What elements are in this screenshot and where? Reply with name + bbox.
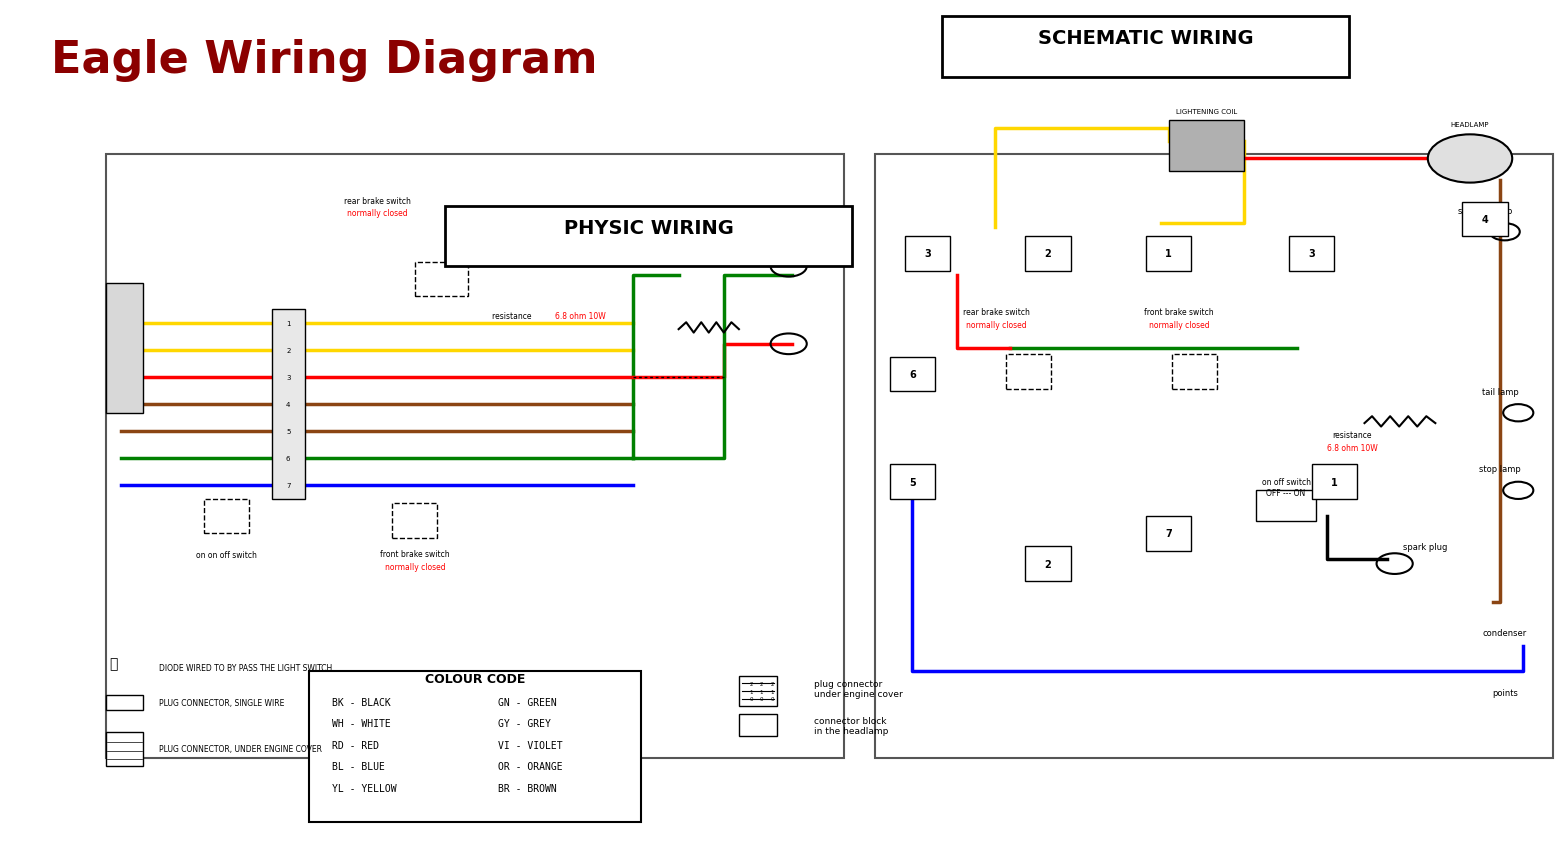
Text: rear brake switch: rear brake switch [963, 308, 1030, 317]
Text: front brake switch: front brake switch [1145, 308, 1214, 317]
Text: on off switch: on off switch [1262, 478, 1311, 486]
Text: Eagle Wiring Diagram: Eagle Wiring Diagram [52, 39, 597, 82]
Text: resistance: resistance [492, 312, 533, 320]
Text: 6: 6 [909, 369, 916, 380]
Text: 1: 1 [1165, 249, 1171, 259]
Text: on on off switch: on on off switch [196, 551, 257, 560]
Text: stop lamp: stop lamp [1479, 465, 1521, 474]
Text: 1: 1 [1331, 477, 1338, 487]
Text: OFF --- ON: OFF --- ON [1267, 488, 1306, 497]
Text: 5: 5 [285, 429, 290, 435]
Text: 2: 2 [770, 681, 775, 686]
Text: resistance: resistance [1333, 430, 1372, 439]
Text: normally closed: normally closed [1149, 321, 1209, 330]
Text: BL - BLUE: BL - BLUE [332, 761, 384, 771]
Text: 0: 0 [750, 697, 753, 702]
Bar [392, 504, 437, 538]
Bar [905, 237, 950, 271]
Text: GN - GREEN: GN - GREEN [497, 697, 557, 707]
Bar [1025, 237, 1071, 271]
Text: PHYSIC WIRING: PHYSIC WIRING [563, 219, 734, 238]
Bar [416, 263, 467, 297]
Text: RD - RED: RD - RED [332, 740, 379, 750]
Text: 0: 0 [770, 697, 775, 702]
Bar [105, 732, 144, 766]
Bar [1146, 517, 1192, 551]
Text: 2: 2 [285, 348, 290, 354]
Bar [1289, 237, 1334, 271]
Text: BR - BROWN: BR - BROWN [497, 783, 557, 793]
Bar [105, 695, 144, 710]
Text: normally closed: normally closed [347, 209, 408, 218]
Bar [739, 715, 776, 736]
Text: PLUG CONNECTOR, UNDER ENGINE COVER: PLUG CONNECTOR, UNDER ENGINE COVER [158, 745, 321, 753]
Text: plug connector
under engine cover: plug connector under engine cover [814, 679, 903, 698]
Bar [1025, 547, 1071, 581]
Text: DIODE WIRED TO BY PASS THE LIGHT SWITCH: DIODE WIRED TO BY PASS THE LIGHT SWITCH [158, 663, 332, 672]
Bar [889, 465, 935, 499]
Text: front brake switch: front brake switch [379, 549, 450, 558]
Text: 6: 6 [285, 455, 290, 461]
Text: Ⓘ: Ⓘ [110, 656, 118, 670]
Text: GY - GREY: GY - GREY [497, 718, 550, 728]
Bar [875, 155, 1552, 758]
Text: 3: 3 [285, 375, 290, 381]
Text: speedo lamp: speedo lamp [1458, 207, 1512, 215]
Text: 7: 7 [285, 483, 290, 489]
Text: connector block
in the headlamp: connector block in the headlamp [814, 716, 889, 735]
Text: COLOUR CODE: COLOUR CODE [425, 672, 525, 685]
Text: 2: 2 [1044, 559, 1051, 569]
Text: spark plug: spark plug [1403, 542, 1447, 551]
Bar [204, 499, 249, 534]
Text: condenser: condenser [1483, 629, 1527, 637]
FancyBboxPatch shape [445, 207, 851, 267]
Text: 3: 3 [924, 249, 931, 259]
Bar [105, 284, 144, 413]
Text: 4: 4 [1482, 214, 1488, 225]
Bar [889, 357, 935, 392]
Bar [309, 672, 641, 822]
Circle shape [1428, 135, 1512, 183]
Text: WH - WHITE: WH - WHITE [332, 718, 390, 728]
Text: 2: 2 [750, 681, 753, 686]
Text: 0: 0 [760, 697, 764, 702]
Bar [1168, 121, 1243, 172]
Text: 2: 2 [1044, 249, 1051, 259]
Text: points: points [1491, 689, 1518, 697]
Text: normally closed: normally closed [966, 321, 1027, 330]
Bar [1146, 237, 1192, 271]
Text: OR - ORANGE: OR - ORANGE [497, 761, 563, 771]
Text: SCHEMATIC WIRING: SCHEMATIC WIRING [1038, 29, 1254, 48]
Bar [1005, 355, 1051, 389]
Text: VI - VIOLET: VI - VIOLET [497, 740, 563, 750]
Text: 1: 1 [770, 689, 775, 694]
Bar [1256, 491, 1316, 521]
Text: rear brake switch: rear brake switch [343, 197, 411, 206]
Text: HEADLAMP: HEADLAMP [1450, 122, 1490, 127]
Text: 1: 1 [760, 689, 764, 694]
Text: 5: 5 [909, 477, 916, 487]
Bar [1312, 465, 1356, 499]
Text: YL - YELLOW: YL - YELLOW [332, 783, 397, 793]
Text: LIGHTENING COIL: LIGHTENING COIL [1176, 109, 1237, 115]
Text: 2: 2 [760, 681, 764, 686]
Text: 7: 7 [1165, 529, 1171, 539]
Bar [1463, 202, 1508, 237]
Text: 6.8 ohm 10W: 6.8 ohm 10W [555, 312, 605, 320]
Bar [271, 310, 304, 499]
Bar [739, 676, 776, 706]
Text: tail lamp: tail lamp [1482, 387, 1518, 396]
Text: 1: 1 [750, 689, 753, 694]
Bar [105, 155, 845, 758]
FancyBboxPatch shape [942, 17, 1350, 77]
Text: 6.8 ohm 10W: 6.8 ohm 10W [1327, 443, 1378, 452]
Text: PLUG CONNECTOR, SINGLE WIRE: PLUG CONNECTOR, SINGLE WIRE [158, 698, 284, 707]
Text: 1: 1 [285, 320, 290, 326]
Text: normally closed: normally closed [384, 562, 445, 571]
Text: BK - BLACK: BK - BLACK [332, 697, 390, 707]
Bar [1171, 355, 1217, 389]
Text: 3: 3 [1308, 249, 1316, 259]
Text: 4: 4 [285, 402, 290, 407]
